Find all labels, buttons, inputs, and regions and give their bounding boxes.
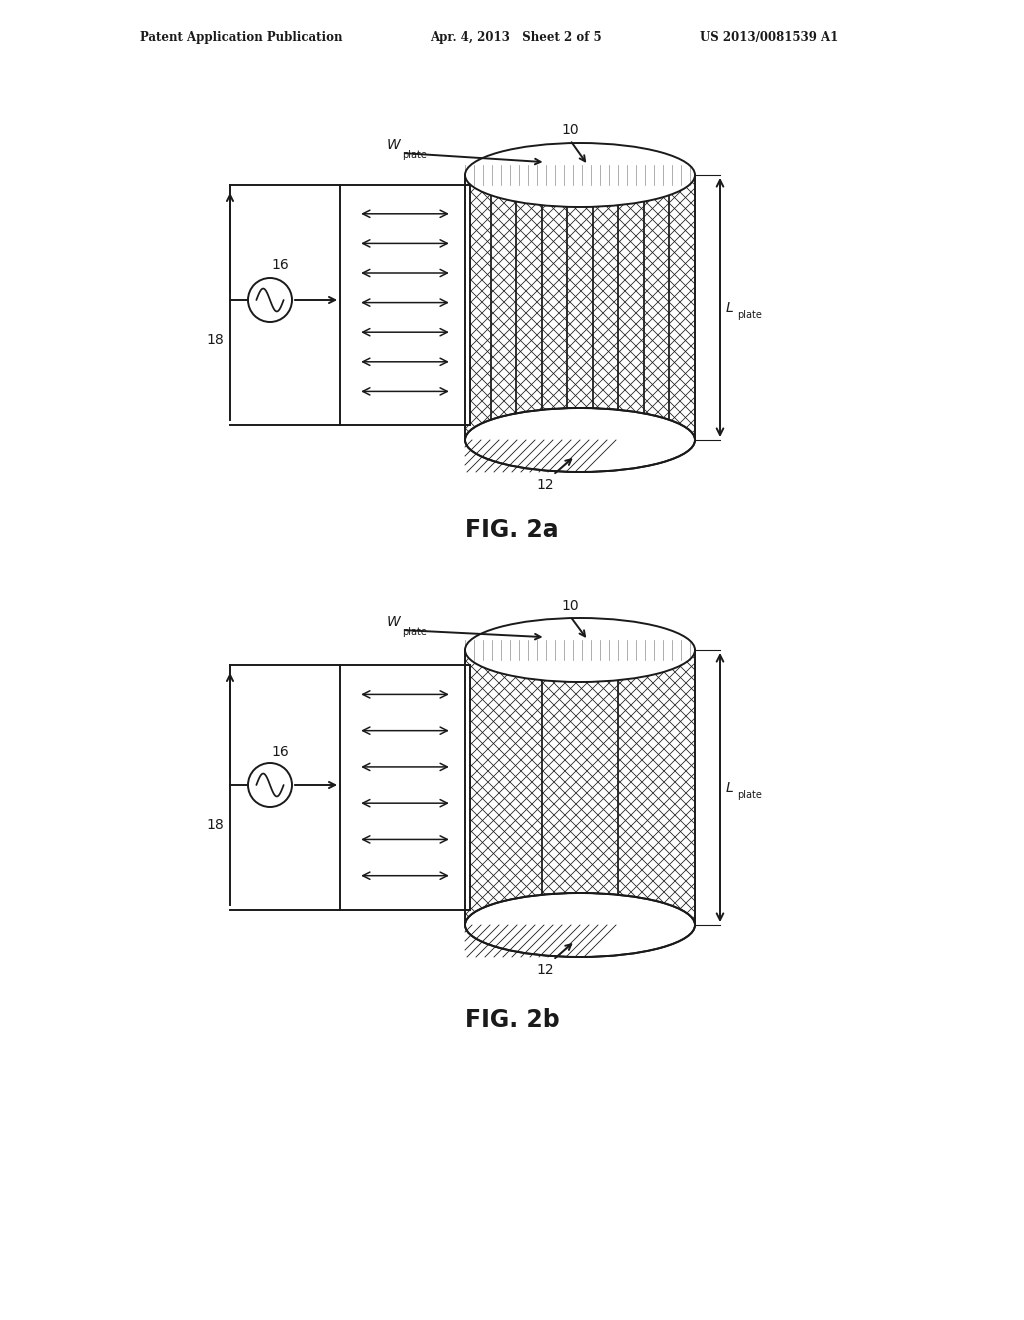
Ellipse shape <box>465 894 695 957</box>
Text: W: W <box>386 615 400 630</box>
Text: W: W <box>386 139 400 152</box>
Bar <box>340 665 470 909</box>
Text: FIG. 2b: FIG. 2b <box>465 1008 559 1032</box>
Text: 18: 18 <box>206 818 224 832</box>
Text: 12: 12 <box>537 964 554 977</box>
Text: L: L <box>726 780 734 795</box>
Text: 10: 10 <box>561 123 579 137</box>
Ellipse shape <box>465 143 695 207</box>
Ellipse shape <box>465 618 695 682</box>
Bar <box>340 185 470 425</box>
Text: 16: 16 <box>271 744 289 759</box>
Text: 14: 14 <box>396 898 414 912</box>
Text: L: L <box>726 301 734 314</box>
Text: plate: plate <box>402 150 427 160</box>
Ellipse shape <box>465 408 695 473</box>
Text: FIG. 2a: FIG. 2a <box>465 517 559 543</box>
Text: 14: 14 <box>396 413 414 426</box>
Text: Patent Application Publication: Patent Application Publication <box>140 30 342 44</box>
Text: 18: 18 <box>206 333 224 347</box>
Bar <box>465 176 695 440</box>
Text: Apr. 4, 2013   Sheet 2 of 5: Apr. 4, 2013 Sheet 2 of 5 <box>430 30 602 44</box>
Text: plate: plate <box>402 627 427 638</box>
Circle shape <box>248 279 292 322</box>
Text: US 2013/0081539 A1: US 2013/0081539 A1 <box>700 30 839 44</box>
Text: 12: 12 <box>537 478 554 492</box>
Circle shape <box>248 763 292 807</box>
Text: plate: plate <box>737 791 762 800</box>
Text: plate: plate <box>737 310 762 321</box>
Text: 10: 10 <box>561 599 579 612</box>
Text: 16: 16 <box>271 257 289 272</box>
Bar <box>465 649 695 925</box>
